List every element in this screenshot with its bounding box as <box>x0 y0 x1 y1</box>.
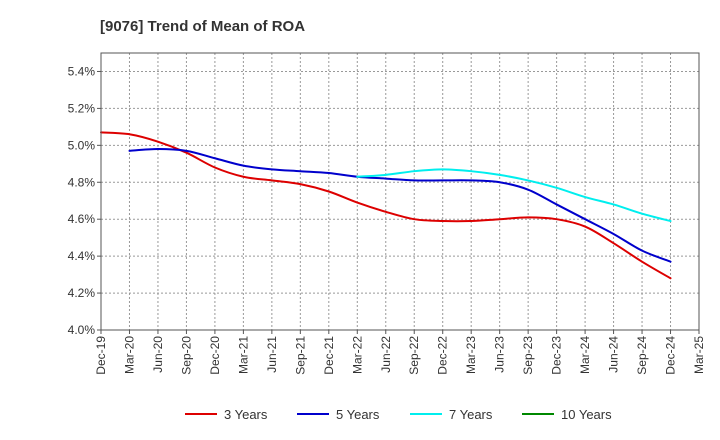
x-tick-label: Dec-21 <box>322 336 336 375</box>
plot-frame <box>100 52 700 331</box>
x-tick-label: Mar-20 <box>122 336 136 374</box>
x-tick-label: Jun-22 <box>379 336 393 373</box>
y-tick-label: 5.2% <box>68 101 96 115</box>
y-tick-label: 4.2% <box>68 286 96 300</box>
x-tick-label: Mar-21 <box>236 336 250 374</box>
x-tick-label: Dec-22 <box>436 336 450 375</box>
plot-area <box>101 53 699 330</box>
legend: 3 Years 5 Years 7 Years 10 Years <box>185 407 612 422</box>
series-line-5-years <box>128 148 672 263</box>
series-layer <box>100 131 672 280</box>
x-tick-label: Mar-22 <box>350 336 364 374</box>
x-tick-label: Jun-20 <box>151 336 165 373</box>
x-tick-label: Sep-24 <box>635 336 649 375</box>
x-tick-label: Jun-21 <box>265 336 279 373</box>
y-axis: 4.0% 4.2% 4.4% 4.6% 4.8% 5.0% 5.2% 5.4% <box>68 64 101 337</box>
x-tick-label: Dec-19 <box>94 336 108 375</box>
y-tick-label: 5.4% <box>68 64 96 78</box>
x-tick-label: Dec-20 <box>208 336 222 375</box>
x-tick-label: Sep-20 <box>179 336 193 375</box>
x-tick-label: Jun-24 <box>607 336 621 373</box>
legend-label-10-years: 10 Years <box>561 407 612 422</box>
x-tick-label: Mar-24 <box>578 336 592 374</box>
x-tick-label: Mar-25 <box>692 336 706 374</box>
legend-label-7-years: 7 Years <box>449 407 493 422</box>
x-axis: Dec-19 Mar-20 Jun-20 Sep-20 Dec-20 Mar-21 Jun-… <box>94 330 706 375</box>
y-tick-label: 4.6% <box>68 212 96 226</box>
y-tick-label: 5.0% <box>68 138 96 152</box>
x-tick-label: Dec-23 <box>550 336 564 375</box>
legend-label-5-years: 5 Years <box>336 407 380 422</box>
x-tick-label: Mar-23 <box>464 336 478 374</box>
y-tick-label: 4.4% <box>68 249 96 263</box>
series-line-7-years <box>356 168 672 223</box>
legend-label-3-years: 3 Years <box>224 407 268 422</box>
x-tick-label: Dec-24 <box>664 336 678 375</box>
x-tick-label: Jun-23 <box>493 336 507 373</box>
chart-title: [9076] Trend of Mean of ROA <box>100 18 305 35</box>
series-line-3-years <box>100 131 672 280</box>
y-tick-label: 4.0% <box>68 323 96 337</box>
x-tick-label: Sep-23 <box>521 336 535 375</box>
y-tick-label: 4.8% <box>68 175 96 189</box>
x-tick-label: Sep-21 <box>293 336 307 375</box>
x-tick-label: Sep-22 <box>407 336 421 375</box>
